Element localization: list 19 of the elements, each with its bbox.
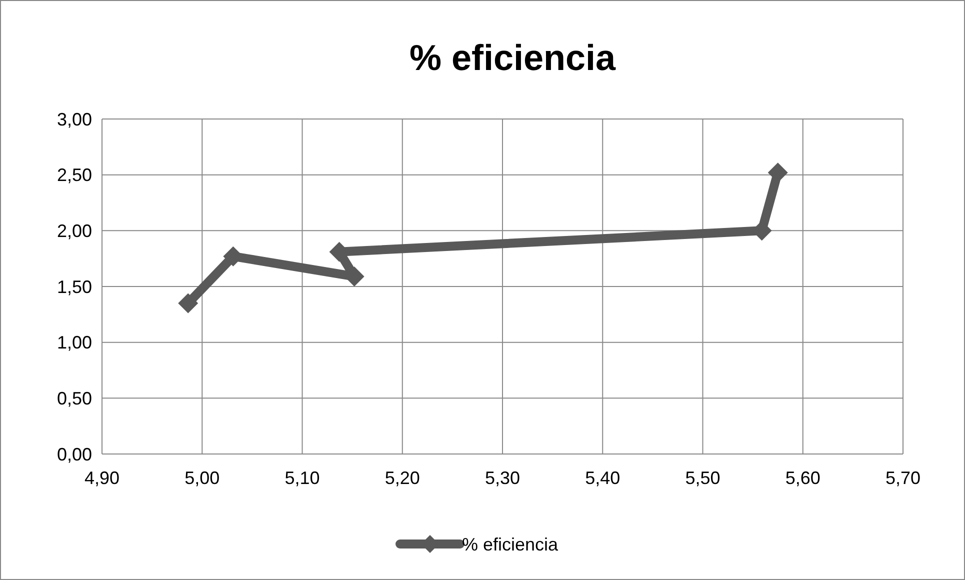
y-tick-label: 3,00 [56,109,92,130]
point [178,293,198,314]
y-tick-label: 1,00 [56,332,92,353]
chart-title: % eficiencia [409,37,617,78]
y-tick-label: 2,00 [56,220,92,241]
x-tick-label: 5,70 [885,468,921,488]
x-tick-label: 5,40 [585,468,620,488]
x-tick-label: 5,20 [384,468,420,488]
legend-label: % eficiencia [462,534,560,554]
x-tick-label: 5,30 [484,468,520,488]
y-tick-label: 1,50 [56,276,92,297]
y-tick-label: 0,50 [56,388,92,408]
x-tick-label: 5,10 [284,468,320,488]
x-tick-label: 5,50 [685,468,720,488]
x-tick-label: 5,00 [184,468,220,488]
y-tick-label: 2,50 [56,165,92,186]
x-tick-label: 4,90 [84,468,120,488]
x-tick-label: 5,60 [785,468,820,488]
y-tick-label: 0,00 [56,444,92,464]
